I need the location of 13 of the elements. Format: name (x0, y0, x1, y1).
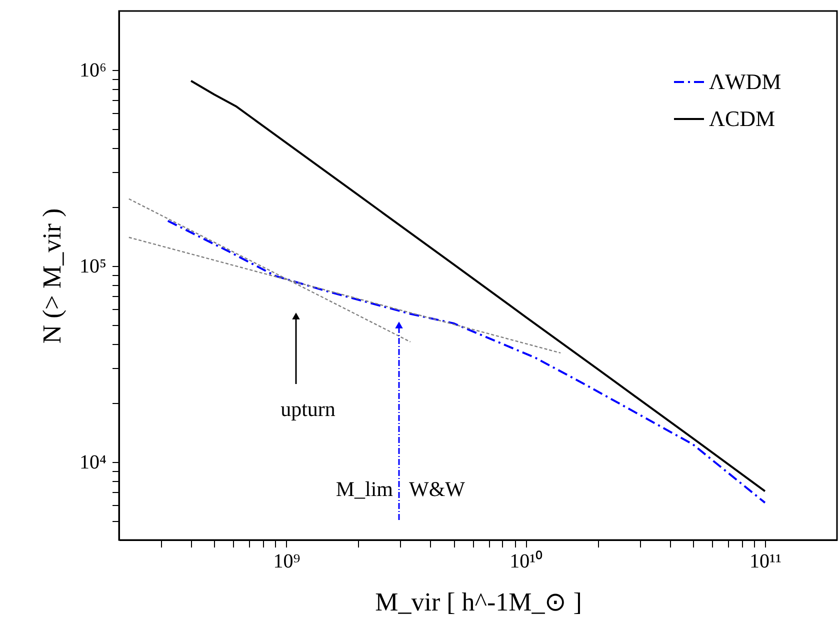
y-tick-label: 10⁴ (80, 452, 107, 474)
y-axis-title: N (> M_vir ) (38, 208, 67, 344)
y-tick-label: 10⁵ (80, 256, 106, 278)
x-tick-label: 10⁹ (273, 550, 300, 572)
legend-label: ΛCDM (709, 106, 776, 131)
x-tick-label: 10¹¹ (749, 550, 782, 572)
x-axis-title: M_vir [ h^-1M_⊙ ] (375, 588, 582, 616)
annotation: upturn (280, 397, 336, 421)
annotation: M_lim (336, 477, 393, 501)
legend-label: ΛWDM (709, 69, 782, 94)
y-tick-label: 10⁶ (80, 60, 107, 82)
x-tick-label: 10¹⁰ (510, 550, 543, 572)
annotation: W&W (409, 477, 466, 501)
